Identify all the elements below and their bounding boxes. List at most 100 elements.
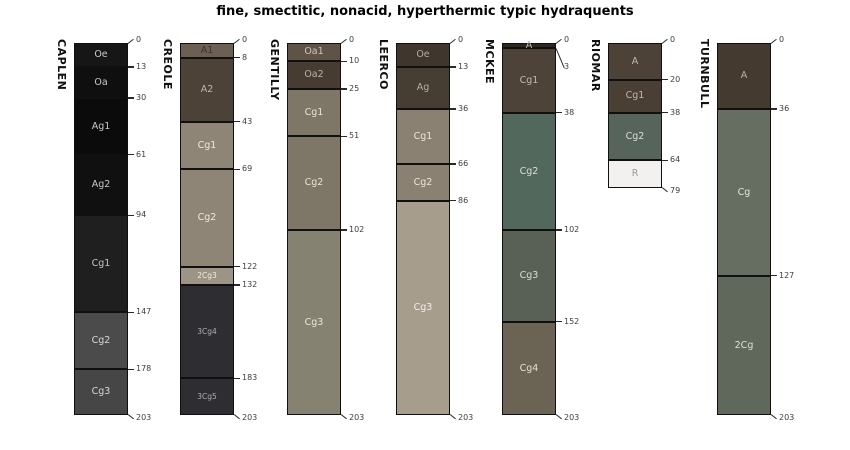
depth-tick-label: 102 <box>564 224 580 234</box>
horizon-rect: Cg2 <box>608 112 662 161</box>
horizon-rect: Cg1 <box>502 48 556 113</box>
horizon-rect: A2 <box>180 57 234 122</box>
depth-tick <box>234 57 240 59</box>
depth-tick <box>128 154 134 156</box>
depth-tick-label: 38 <box>670 107 681 117</box>
depth-tick-label: 0 <box>564 35 570 44</box>
depth-tick <box>770 38 777 44</box>
chart-title: fine, smectitic, nonacid, hyperthermic t… <box>216 4 634 19</box>
depth-tick <box>662 112 668 114</box>
depth-tick-label: 132 <box>242 279 258 289</box>
depth-tick <box>556 321 562 323</box>
depth-tick-label: 203 <box>564 412 580 422</box>
horizon-rect: Cg2 <box>74 312 128 370</box>
depth-tick-label: 30 <box>136 92 147 102</box>
depth-tick-label: 66 <box>458 158 469 168</box>
depth-tick-label: 61 <box>136 149 147 159</box>
depth-tick <box>234 168 240 171</box>
depth-tick-label: 0 <box>670 35 676 44</box>
profile-name-label: GENTILLY <box>268 39 281 101</box>
horizon-name-label: Ag <box>416 82 430 94</box>
horizon-rect: Cg2 <box>396 163 450 201</box>
horizon-name-label: Cg2 <box>625 130 645 142</box>
horizon-name-label: A <box>740 70 748 82</box>
profile-column: A Cg1 Cg2 Cg3 Cg4 <box>502 40 556 415</box>
horizon-name-label: Oa <box>94 76 108 88</box>
depth-tick <box>128 368 134 370</box>
depth-tick <box>340 38 347 44</box>
depth-tick <box>450 200 456 202</box>
horizon-name-label: Cg2 <box>91 335 111 347</box>
profile-name-label: RIOMAR <box>589 39 602 92</box>
horizon-rect: Oe <box>74 43 128 67</box>
depth-tick-label: 183 <box>242 373 258 383</box>
horizon-name-label: Cg3 <box>304 316 324 328</box>
horizon-name-label: Cg1 <box>519 74 539 86</box>
depth-tick <box>234 121 240 123</box>
depth-tick-label: 178 <box>136 364 152 374</box>
horizon-rect: Cg4 <box>502 321 556 415</box>
depth-tick-label: 94 <box>136 210 147 220</box>
horizon-rect: Cg2 <box>180 169 234 267</box>
depth-tick <box>127 414 134 420</box>
horizon-rect: Cg1 <box>396 108 450 164</box>
profile-column: A Cg1 Cg2 R <box>608 43 662 188</box>
depth-tick <box>450 108 456 110</box>
profile-name-label: TURNBULL <box>698 39 711 109</box>
depth-tick-label: 203 <box>458 412 474 422</box>
profile-column: Oe Ag Cg1 Cg2 Cg3 <box>396 43 450 415</box>
horizon-name-label: Cg3 <box>519 269 539 281</box>
depth-tick <box>234 377 240 380</box>
profile-column: Oe Oa Ag1 Ag2 Cg1 Cg2 Cg3 <box>74 43 128 415</box>
profile-name-label: CAPLEN <box>55 39 68 91</box>
depth-tick-label: 10 <box>349 56 360 66</box>
depth-tick-label: 0 <box>242 35 248 44</box>
horizon-name-label: 2Cg3 <box>197 270 217 280</box>
depth-tick <box>340 414 347 420</box>
depth-tick <box>661 38 668 44</box>
horizon-rect: Oa <box>74 66 128 98</box>
depth-tick <box>127 38 134 44</box>
depth-tick <box>341 135 347 138</box>
depth-tick-label: 203 <box>349 412 365 422</box>
horizon-name-label: Oa1 <box>304 46 324 58</box>
depth-tick-label: 13 <box>136 61 147 71</box>
depth-tick-label: 0 <box>349 35 355 44</box>
horizon-name-label: Cg3 <box>413 302 433 314</box>
horizon-name-label: Cg4 <box>519 362 539 374</box>
depth-tick-label: 20 <box>670 74 681 84</box>
horizon-rect: Cg3 <box>287 229 341 415</box>
depth-tick <box>449 414 456 420</box>
horizon-name-label: 2Cg <box>734 339 754 351</box>
horizon-rect: A1 <box>180 43 234 58</box>
depth-tick-label: 79 <box>670 185 681 195</box>
horizon-name-label: Cg1 <box>91 258 111 270</box>
depth-tick-label: 0 <box>458 35 464 44</box>
depth-tick-label: 13 <box>458 61 469 71</box>
horizon-name-label: Oe <box>94 49 108 61</box>
horizon-rect: 3Cg4 <box>180 284 234 379</box>
horizon-rect: Cg3 <box>74 369 128 415</box>
depth-tick <box>341 60 347 62</box>
horizon-name-label: Ag2 <box>91 179 111 191</box>
depth-tick <box>555 414 562 420</box>
horizon-name-label: A2 <box>200 83 214 95</box>
depth-tick-label: 147 <box>136 307 152 317</box>
depth-tick-label: 64 <box>670 155 681 165</box>
horizon-rect: A <box>502 40 556 51</box>
depth-tick <box>771 275 777 277</box>
horizon-name-label: A <box>525 40 533 51</box>
profile-column: A1 A2 Cg1 Cg2 2Cg3 3Cg4 3Cg5 <box>180 43 234 415</box>
horizon-name-label: Cg2 <box>413 176 433 188</box>
horizon-name-label: Cg <box>737 186 751 198</box>
depth-tick <box>450 163 456 165</box>
horizon-rect: Oe <box>396 43 450 67</box>
depth-tick <box>555 38 562 44</box>
horizon-name-label: 3Cg5 <box>197 391 217 401</box>
depth-tick-label: 0 <box>779 35 785 44</box>
depth-tick <box>233 414 240 420</box>
horizon-name-label: Cg2 <box>197 212 217 224</box>
horizon-name-label: Cg2 <box>304 177 324 189</box>
depth-tick-label: 86 <box>458 195 469 205</box>
